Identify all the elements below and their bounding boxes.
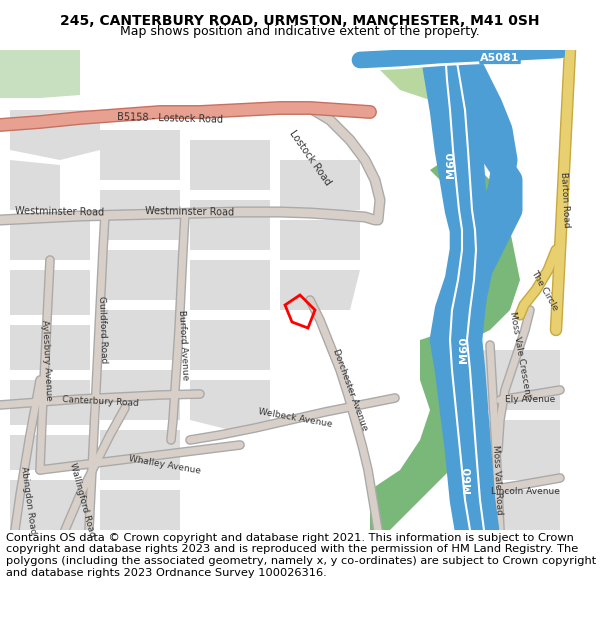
Polygon shape bbox=[100, 310, 180, 360]
Text: Wallingford Road: Wallingford Road bbox=[68, 462, 96, 538]
Polygon shape bbox=[190, 320, 270, 370]
Text: Barton Road: Barton Road bbox=[559, 172, 571, 228]
Text: A5081: A5081 bbox=[481, 53, 520, 63]
Polygon shape bbox=[100, 430, 180, 480]
Polygon shape bbox=[190, 380, 270, 430]
Polygon shape bbox=[100, 130, 180, 180]
Polygon shape bbox=[10, 325, 90, 370]
Polygon shape bbox=[430, 150, 520, 340]
Text: Map shows position and indicative extent of the property.: Map shows position and indicative extent… bbox=[120, 24, 480, 38]
Text: Abingdon Road: Abingdon Road bbox=[19, 466, 37, 534]
Polygon shape bbox=[480, 420, 560, 480]
Polygon shape bbox=[380, 50, 500, 140]
Polygon shape bbox=[100, 190, 180, 240]
Polygon shape bbox=[100, 370, 180, 420]
Text: M60: M60 bbox=[463, 467, 473, 493]
Polygon shape bbox=[190, 140, 270, 190]
Text: Lostock Road: Lostock Road bbox=[287, 129, 332, 188]
Text: The Circle: The Circle bbox=[530, 268, 560, 312]
Text: Welbeck Avenue: Welbeck Avenue bbox=[257, 407, 332, 429]
Text: Westminster Road: Westminster Road bbox=[16, 206, 104, 217]
Polygon shape bbox=[10, 160, 60, 210]
Text: Moss Vale Road: Moss Vale Road bbox=[491, 445, 503, 515]
Text: M60: M60 bbox=[446, 152, 456, 178]
Text: Contains OS data © Crown copyright and database right 2021. This information is : Contains OS data © Crown copyright and d… bbox=[6, 533, 596, 578]
Text: Ely Avenue: Ely Avenue bbox=[505, 396, 555, 404]
Polygon shape bbox=[190, 260, 270, 310]
Polygon shape bbox=[100, 490, 180, 530]
Text: Whalley Avenue: Whalley Avenue bbox=[128, 454, 202, 476]
Polygon shape bbox=[0, 50, 80, 98]
Polygon shape bbox=[480, 350, 560, 410]
Polygon shape bbox=[10, 480, 90, 530]
Text: M60: M60 bbox=[459, 337, 469, 363]
Polygon shape bbox=[480, 490, 560, 530]
Text: Aylesbury Avenue: Aylesbury Avenue bbox=[40, 319, 53, 401]
Polygon shape bbox=[100, 250, 180, 300]
Polygon shape bbox=[10, 110, 100, 160]
Text: Guildford Road: Guildford Road bbox=[97, 296, 109, 364]
Text: Lincoln Avenue: Lincoln Avenue bbox=[491, 488, 559, 496]
Polygon shape bbox=[190, 200, 270, 250]
Polygon shape bbox=[280, 160, 360, 210]
Polygon shape bbox=[10, 270, 90, 315]
Text: Burford Avenue: Burford Avenue bbox=[176, 309, 190, 381]
Text: Moss Vale Crescent: Moss Vale Crescent bbox=[508, 311, 532, 399]
Polygon shape bbox=[280, 270, 360, 310]
Polygon shape bbox=[10, 435, 90, 470]
Text: Dorchester Avenue: Dorchester Avenue bbox=[331, 348, 369, 432]
Polygon shape bbox=[370, 330, 480, 530]
Text: 245, CANTERBURY ROAD, URMSTON, MANCHESTER, M41 0SH: 245, CANTERBURY ROAD, URMSTON, MANCHESTE… bbox=[60, 14, 540, 28]
Text: Canterbury Road: Canterbury Road bbox=[62, 396, 139, 409]
Text: Westminster Road: Westminster Road bbox=[145, 206, 235, 217]
Text: B5158 - Lostock Road: B5158 - Lostock Road bbox=[117, 112, 223, 124]
Polygon shape bbox=[10, 220, 90, 260]
Polygon shape bbox=[10, 380, 90, 425]
Polygon shape bbox=[280, 220, 360, 260]
